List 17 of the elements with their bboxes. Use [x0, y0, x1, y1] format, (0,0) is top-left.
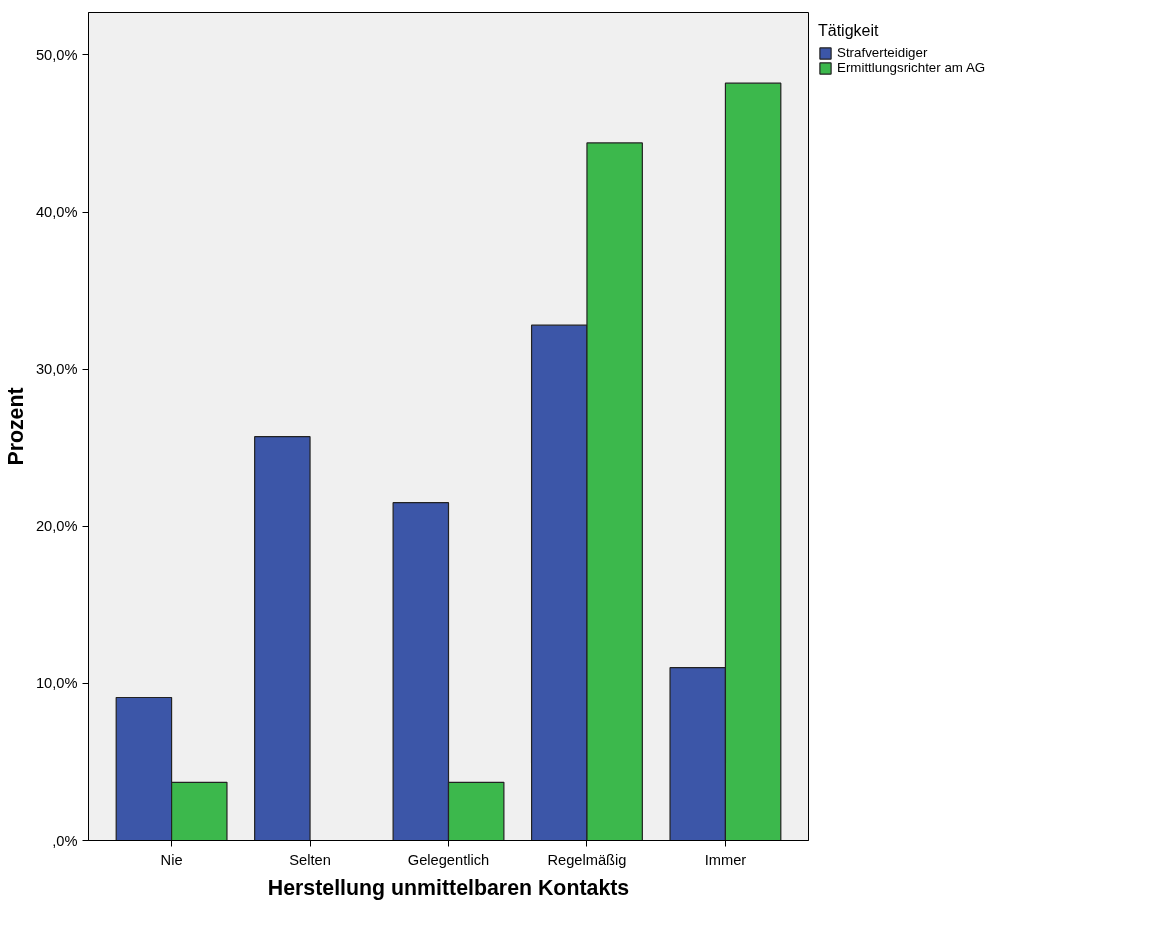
legend-label: Ermittlungsrichter am AG	[837, 60, 986, 75]
y-tick-label: 40,0%	[35, 204, 78, 221]
y-tick-label: ,0%	[52, 832, 78, 849]
x-tick-label: Immer	[704, 851, 747, 868]
legend-label: Strafverteidiger	[837, 45, 928, 60]
y-tick-label: 30,0%	[35, 361, 78, 378]
x-tick-label: Selten	[289, 851, 331, 868]
x-tick-label: Nie	[160, 851, 183, 868]
x-axis-title: Herstellung unmittelbaren Kontakts	[267, 875, 630, 900]
x-tick-label: Regelmäßig	[547, 851, 627, 868]
x-tick-label: Gelegentlich	[407, 851, 490, 868]
bar	[254, 436, 311, 841]
y-tick-label: 50,0%	[35, 46, 78, 63]
y-tick-label: 10,0%	[35, 675, 78, 692]
y-tick-label: 20,0%	[35, 518, 78, 535]
legend-title: Tätigkeit	[818, 22, 880, 40]
y-axis-title: Prozent	[3, 387, 28, 466]
